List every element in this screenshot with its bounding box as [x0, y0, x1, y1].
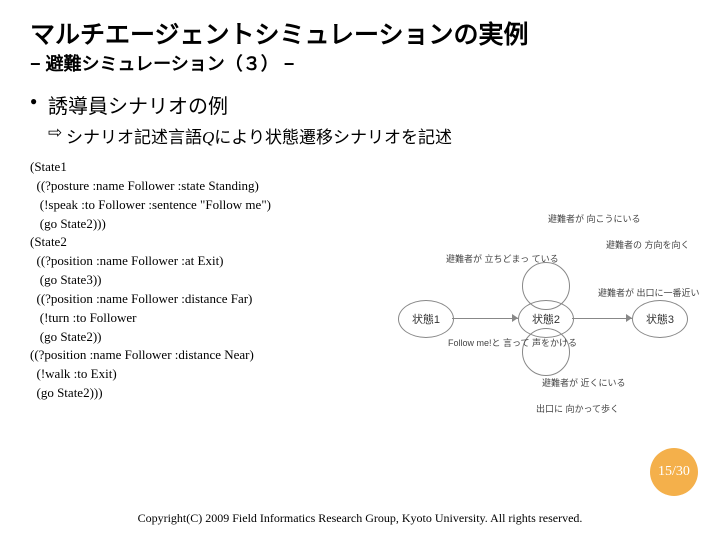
arrow-s1-s2 — [452, 318, 518, 319]
label-top1: 避難者が 向こうにいる — [548, 214, 641, 225]
state-diagram: 状態1 状態2 状態3 避難者が 向こうにいる 避難者の 方向を向く 避難者が … — [398, 210, 698, 430]
state-1: 状態1 — [398, 300, 454, 338]
bullet-level1: 誘導員シナリオの例 — [30, 90, 690, 119]
arrow-s2-s3 — [572, 318, 632, 319]
label-bot1: 避難者が 近くにいる — [542, 378, 626, 389]
slide: マルチエージェントシミュレーションの実例 − 避難シミュレーション（３） − 誘… — [0, 0, 720, 540]
copyright-text: Copyright(C) 2009 Field Informatics Rese… — [0, 511, 720, 526]
label-left2: Follow me!と 言って 声をかける — [448, 338, 577, 349]
arrowhead-s1-s2 — [512, 314, 518, 322]
bullet-level2: シナリオ記述言語Qにより状態遷移シナリオを記述 — [30, 123, 690, 148]
loop-top — [522, 262, 570, 310]
arrowhead-s2-s3 — [626, 314, 632, 322]
label-top2: 避難者の 方向を向く — [606, 240, 690, 251]
state-3: 状態3 — [632, 300, 688, 338]
label-left1: 避難者が 立ちどまっ ている — [446, 254, 559, 265]
slide-title: マルチエージェントシミュレーションの実例 — [30, 20, 690, 50]
loop-bottom — [522, 328, 570, 376]
heading2-post: により状態遷移シナリオを記述 — [214, 128, 452, 147]
heading2-q: Q — [202, 128, 214, 147]
label-right: 避難者が 出口に一番近い — [598, 288, 700, 299]
page-number-badge: 15/30 — [650, 448, 698, 496]
label-bot2: 出口に 向かって歩く — [536, 404, 619, 415]
slide-subtitle: − 避難シミュレーション（３） − — [30, 50, 690, 76]
heading2-pre: シナリオ記述言語 — [66, 128, 202, 147]
